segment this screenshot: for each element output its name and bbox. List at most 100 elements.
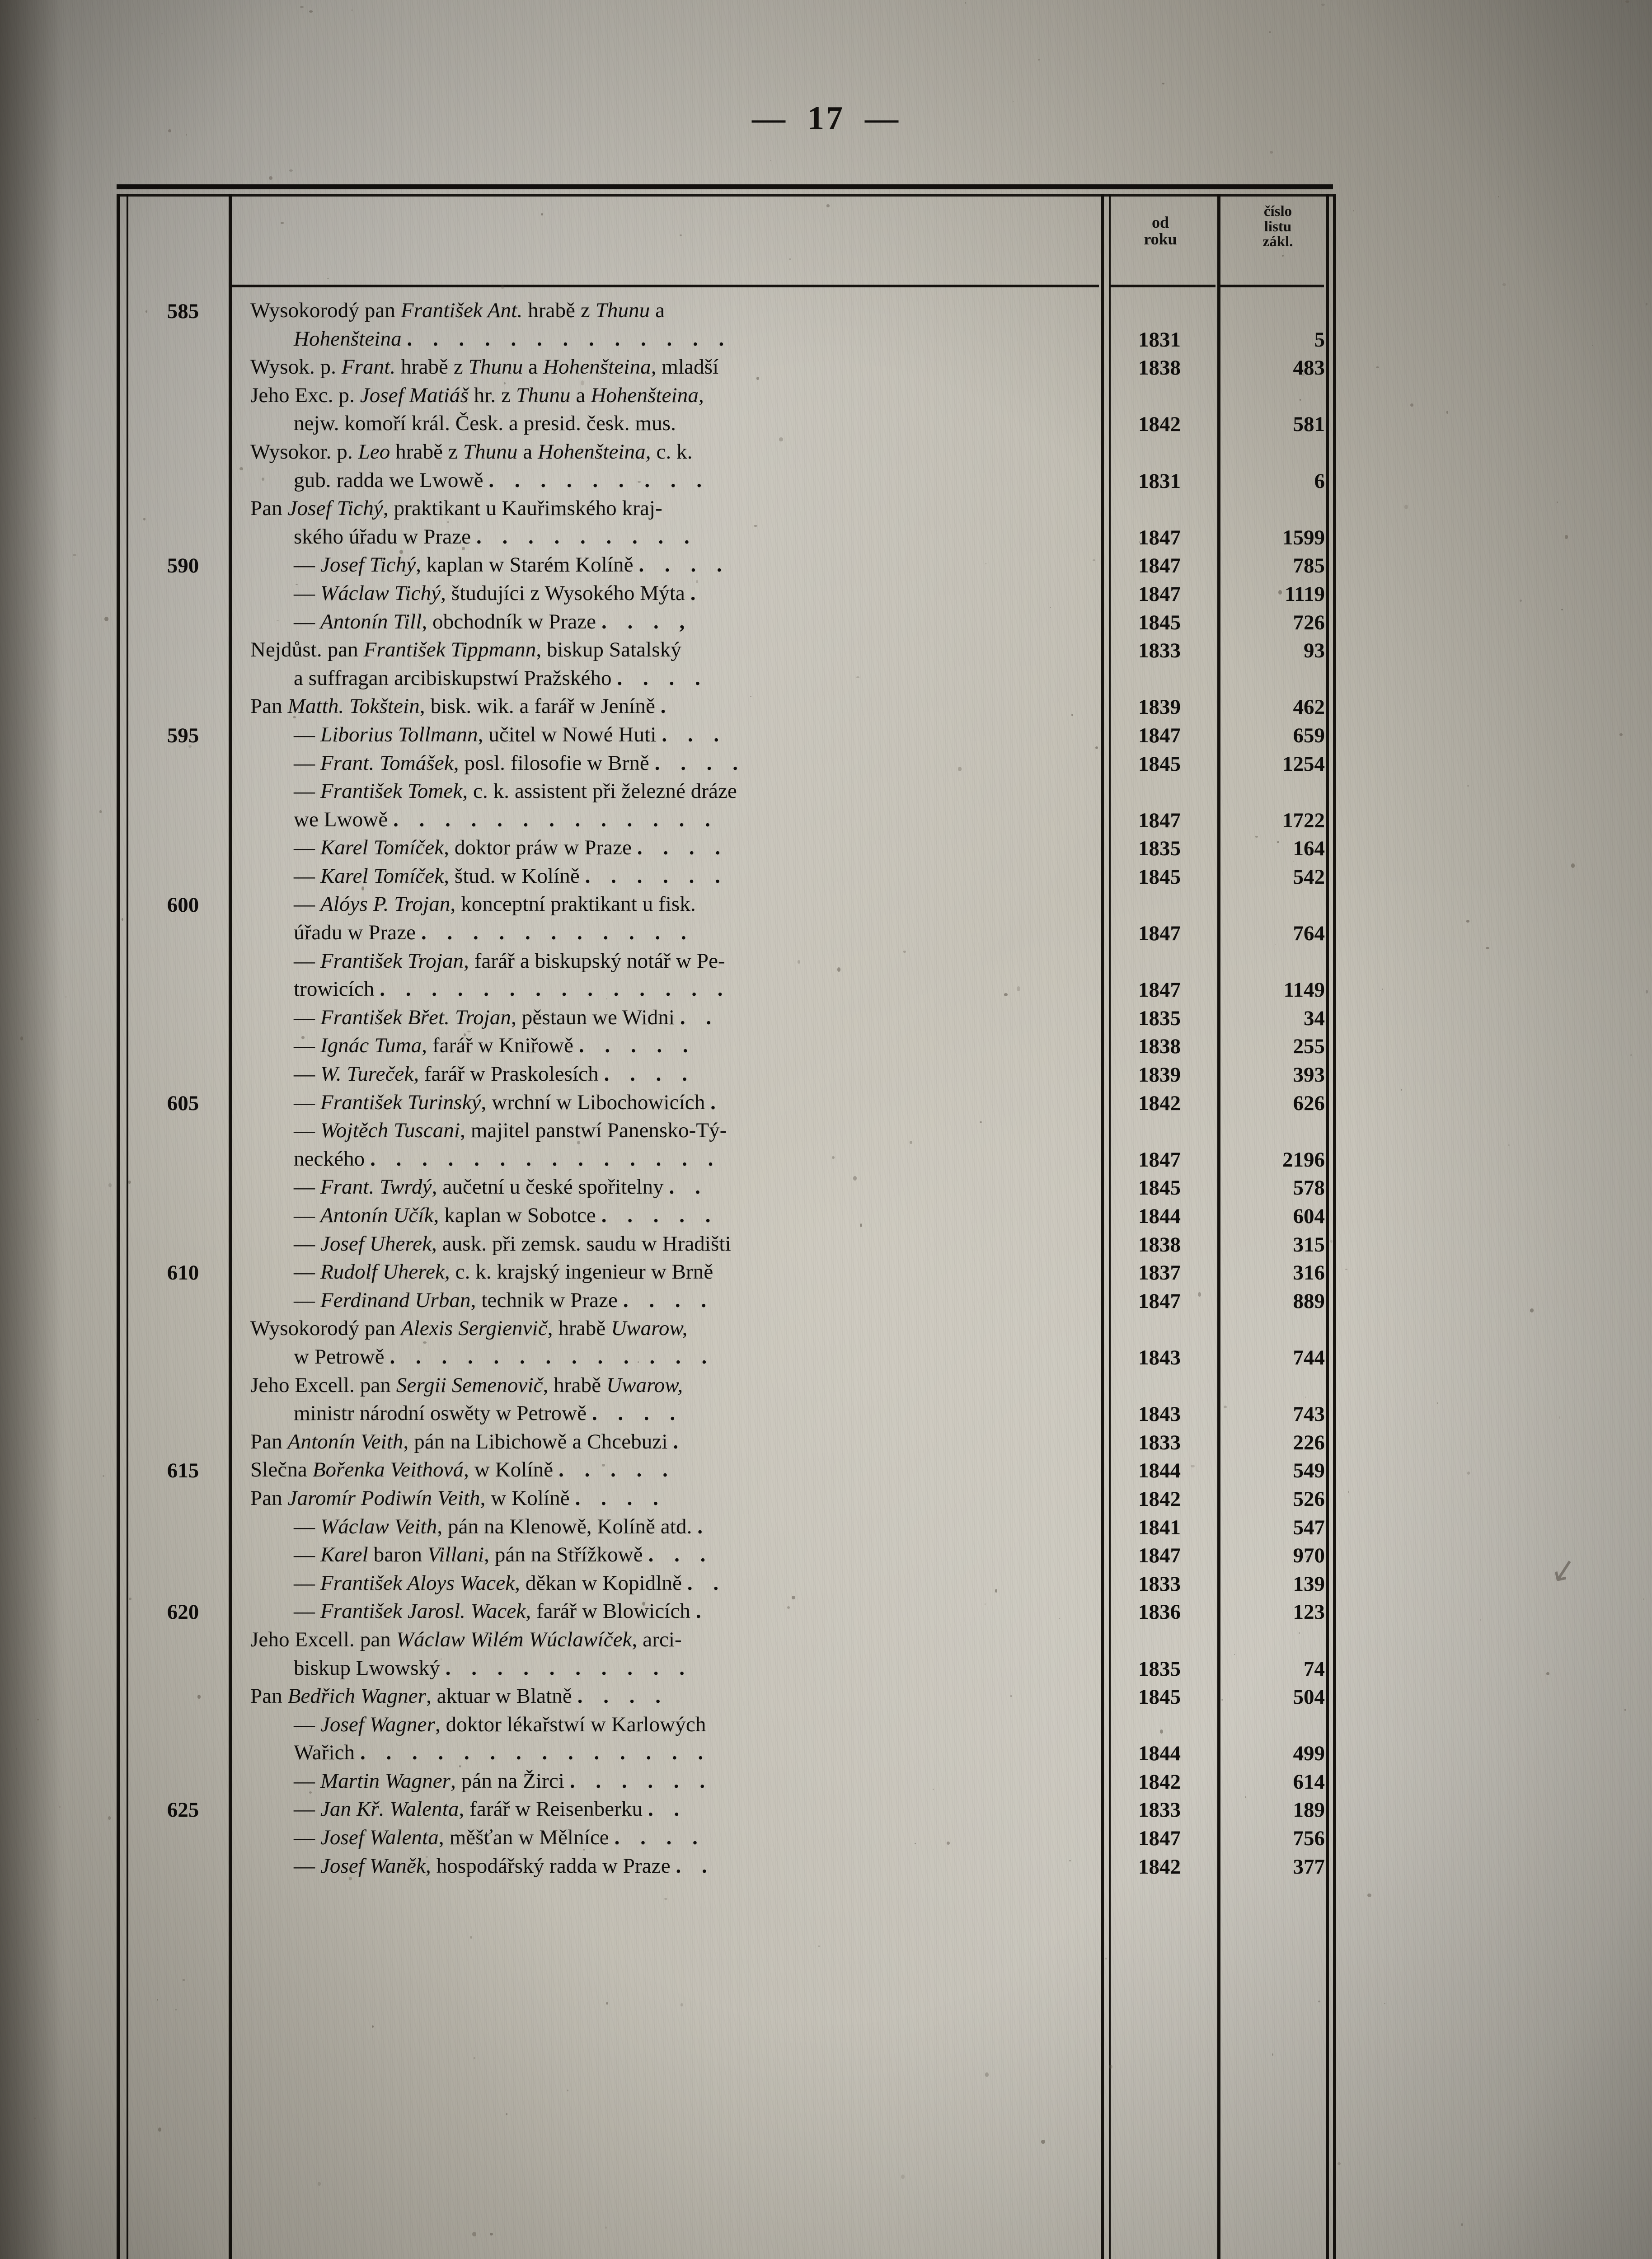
- row-entry-text: Jeho Excell. pan Sergii Semenovič, hrabě…: [250, 1373, 1109, 1397]
- row-dot-leader: . . . ,: [601, 610, 692, 633]
- row-dot-leader: . . . . . . . . . . . . . .: [380, 977, 730, 1001]
- table-row: — Wáclaw Tichý, študujíci z Wysokého Mýt…: [117, 580, 1333, 609]
- scan-speckle: [1294, 1190, 1295, 1191]
- scan-speckle: [34, 2118, 36, 2119]
- row-list-number-value: 581: [1225, 412, 1325, 436]
- table-row: Jeho Exc. p. Josef Matiáš hr. z Thunu a …: [117, 382, 1333, 411]
- row-year-value: 1838: [1106, 1233, 1213, 1257]
- scan-speckle: [696, 580, 698, 583]
- row-list-number-value: 626: [1225, 1091, 1325, 1115]
- row-list-number-value: 604: [1225, 1204, 1325, 1228]
- row-list-number-value: 499: [1225, 1741, 1325, 1766]
- row-dot-leader: . . . .: [615, 1826, 705, 1849]
- table-row: 605— František Turinský, wrchní w Liboch…: [117, 1089, 1333, 1118]
- row-entry-text: Wysokor. p. Leo hrabě z Thunu a Hohenšte…: [250, 440, 1109, 464]
- row-list-number-value: 659: [1225, 723, 1325, 748]
- row-dot-leader: . . . .: [575, 1486, 666, 1510]
- row-entry-text: Pan Antonín Veith, pán na Libichowě a Ch…: [250, 1429, 1109, 1454]
- scan-speckle: [1270, 151, 1273, 154]
- row-entry-text: — Frant. Twrdý, aučetní u české spořitel…: [294, 1175, 1107, 1199]
- row-entry-text: — Martin Wagner, pán na Žirci . . . . . …: [294, 1769, 1107, 1793]
- scan-speckle: [1272, 2053, 1273, 2055]
- row-entry-text: — Wáclaw Veith, pán na Klenowě, Kolíně a…: [294, 1514, 1107, 1539]
- row-list-number-value: 542: [1225, 865, 1325, 889]
- row-sequence-number: 610: [140, 1261, 226, 1285]
- scan-speckle: [818, 1945, 820, 1947]
- row-list-number-value: 526: [1225, 1487, 1325, 1511]
- table-row: w Petrowě . . . . . . . . . . . . . 1843 7…: [117, 1344, 1333, 1372]
- scan-speckle: [1109, 2065, 1112, 2069]
- table-row: — Wáclaw Veith, pán na Klenowě, Kolíně a…: [117, 1514, 1333, 1542]
- row-dot-leader: . . . . . . . . .: [476, 525, 697, 548]
- scan-speckle: [1625, 0, 1629, 3]
- table-row: 620— František Jarosl. Wacek, farář w Bl…: [117, 1598, 1333, 1626]
- row-year-value: 1841: [1106, 1515, 1213, 1540]
- row-entry-text: — Wojtěch Tuscani, majitel panstwí Panen…: [294, 1118, 1107, 1143]
- table-row: — František Břet. Trojan, pěstaun we Wid…: [117, 1004, 1333, 1033]
- scan-speckle: [462, 547, 465, 551]
- row-dot-leader: . . . .: [592, 1401, 683, 1425]
- table-row: 610— Rudolf Uherek, c. k. krajský ingeni…: [117, 1259, 1333, 1287]
- column-header-list-line3: zákl.: [1224, 234, 1332, 250]
- scan-speckle: [1293, 861, 1294, 862]
- table-row: — František Trojan, farář a biskupský no…: [117, 948, 1333, 976]
- table-row: Pan Jaromír Podiwín Veith, w Kolíně . . …: [117, 1485, 1333, 1514]
- row-year-value: 1844: [1106, 1204, 1213, 1228]
- row-list-number-value: 1119: [1225, 582, 1325, 606]
- scan-speckle: [856, 676, 859, 678]
- folio-number: 17: [807, 100, 845, 137]
- table-row: — Ignác Tuma, farář w Kniřowě . . . . .1…: [117, 1032, 1333, 1061]
- row-entry-text: Pan Josef Tichý, praktikant u Kauřimskéh…: [250, 496, 1109, 520]
- row-dot-leader: . . . . . . . . .: [488, 469, 709, 492]
- row-entry-text: Pan Bedřich Wagner, aktuar w Blatně . . …: [250, 1684, 1109, 1708]
- scan-speckle: [770, 160, 771, 161]
- table-row: — Wojtěch Tuscani, majitel panstwí Panen…: [117, 1117, 1333, 1146]
- table-row: — Josef Uherek, ausk. při zemsk. saudu w…: [117, 1231, 1333, 1259]
- row-entry-text: — W. Tureček, farář w Praskolesích . . .…: [294, 1062, 1107, 1086]
- row-entry-text: Wysokorodý pan Alexis Sergienvič, hrabě …: [250, 1316, 1109, 1340]
- scan-speckle: [1624, 1709, 1626, 1711]
- table-row: — Martin Wagner, pán na Žirci . . . . . …: [117, 1768, 1333, 1796]
- row-year-value: 1847: [1106, 921, 1213, 946]
- row-entry-text: — František Trojan, farář a biskupský no…: [294, 949, 1107, 973]
- row-list-number-value: 547: [1225, 1515, 1325, 1540]
- row-year-value: 1835: [1106, 1657, 1213, 1681]
- scan-speckle: [1071, 714, 1073, 716]
- row-year-value: 1839: [1106, 695, 1213, 719]
- row-list-number-value: 315: [1225, 1233, 1325, 1257]
- row-list-number-value: 1722: [1225, 808, 1325, 833]
- scan-speckle: [1162, 83, 1164, 84]
- row-entry-text: we Lwowě . . . . . . . . . . . . .: [294, 807, 1107, 832]
- row-entry-text: — František Turinský, wrchní w Libochowi…: [294, 1090, 1107, 1115]
- table-row: — Karel baron Villani, pán na Střížkowě …: [117, 1542, 1333, 1570]
- column-header-year-line1: od: [1106, 214, 1215, 231]
- scan-speckle: [605, 2226, 607, 2228]
- scan-speckle: [501, 285, 504, 289]
- table-row: 615 Slečna Bořenka Veithová, w Kolíně . .…: [117, 1457, 1333, 1485]
- row-entry-text: neckého . . . . . . . . . . . . . .: [294, 1147, 1107, 1171]
- row-entry-text: a suffragan arcibiskupstwí Pražského . .…: [294, 666, 1107, 690]
- table-row: 585 Wysokorodý pan František Ant. hrabě z…: [117, 297, 1333, 326]
- table-row: — Karel Tomíček, štud. w Kolíně . . . . …: [117, 863, 1333, 891]
- table-top-rule-thin: [117, 194, 1333, 197]
- row-year-value: 1847: [1106, 1543, 1213, 1568]
- row-dot-leader: . .: [676, 1854, 715, 1878]
- row-sequence-number: 585: [140, 299, 226, 323]
- scan-speckle: [798, 960, 800, 963]
- scan-speckle: [1299, 1632, 1300, 1634]
- scan-speckle: [1330, 1240, 1333, 1243]
- row-list-number-value: 74: [1225, 1657, 1325, 1681]
- row-year-value: 1847: [1106, 978, 1213, 1002]
- table-row: Wysok. p. Frant. hrabě z Thunu a Hohenšt…: [117, 354, 1333, 382]
- header-rule-year: [1111, 285, 1216, 287]
- row-dot-leader: . . .: [648, 1543, 713, 1566]
- scan-speckle: [853, 1176, 857, 1180]
- header-rule-name: [230, 285, 1099, 287]
- row-entry-text: Pan Matth. Tokštein, bisk. wik. a farář …: [250, 694, 1109, 718]
- table-row: — Josef Waněk, hospodářský radda w Praze…: [117, 1853, 1333, 1881]
- table-row: a suffragan arcibiskupstwí Pražského . .…: [117, 665, 1333, 694]
- row-entry-text: Wařich . . . . . . . . . . . . . .: [294, 1740, 1107, 1765]
- scan-speckle: [447, 521, 449, 523]
- table-border-right: [1333, 194, 1336, 2259]
- row-entry-text: ministr národní oswěty w Petrowě . . . .: [294, 1401, 1107, 1425]
